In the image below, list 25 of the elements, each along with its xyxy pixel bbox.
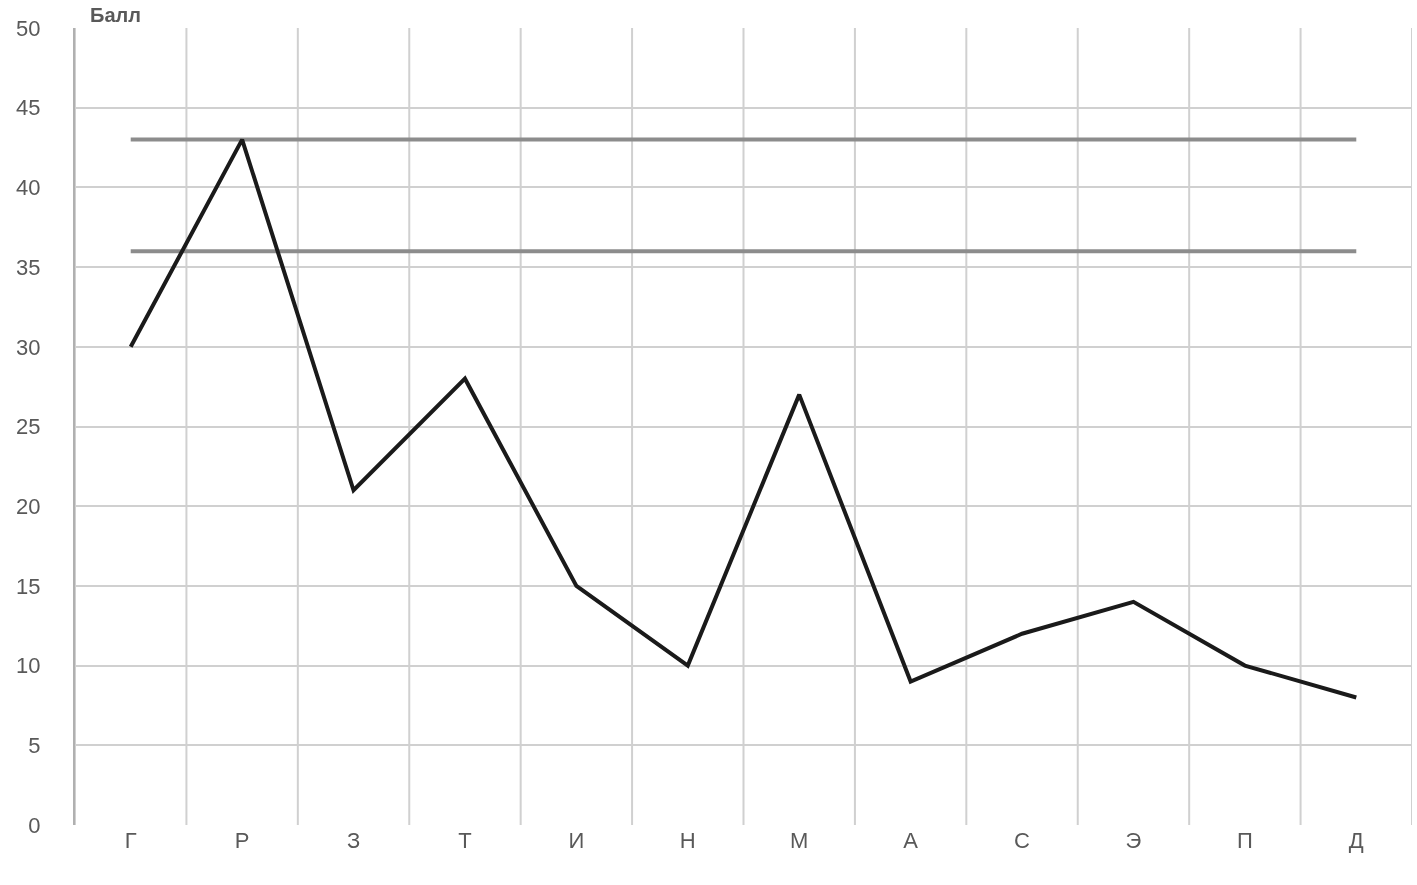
x-tick-label: А <box>903 828 919 853</box>
y-tick-label: 10 <box>16 653 41 679</box>
y-tick-label: 45 <box>16 95 41 121</box>
y-tick-label: 15 <box>16 573 41 599</box>
y-tick-label: 30 <box>16 334 41 360</box>
x-tick-label: Р <box>234 828 250 853</box>
y-tick-label: 0 <box>28 812 41 838</box>
y-tick-label: 25 <box>16 414 41 440</box>
y-tick-label: 5 <box>28 733 41 758</box>
y-axis-title: Балл <box>90 4 141 26</box>
x-tick-label: И <box>568 828 585 853</box>
x-tick-label: М <box>790 828 809 853</box>
x-tick-label: Д <box>1348 828 1364 853</box>
x-tick-label: Т <box>458 828 472 853</box>
y-tick-label: 50 <box>16 15 41 41</box>
x-tick-label: Н <box>679 828 696 853</box>
line-series <box>128 137 1359 700</box>
x-tick-label: Г <box>124 828 137 853</box>
y-tick-label: 35 <box>16 254 41 280</box>
x-tick-label: З <box>346 828 361 853</box>
x-tick-label: Э <box>1125 828 1142 853</box>
x-tick-label: С <box>1014 828 1031 853</box>
y-tick-label: 20 <box>16 493 41 519</box>
y-tick-label: 40 <box>16 175 41 201</box>
x-tick-label: П <box>1236 828 1253 853</box>
